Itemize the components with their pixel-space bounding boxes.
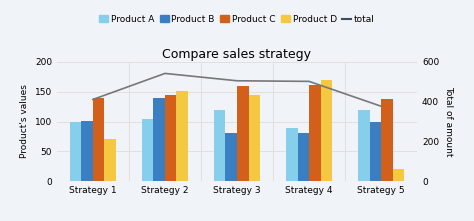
Bar [286, 128, 298, 181]
Bar [320, 80, 332, 181]
Bar [154, 98, 165, 181]
Bar [142, 118, 154, 181]
Bar [370, 122, 381, 181]
Bar [82, 121, 93, 181]
Bar [104, 139, 116, 181]
Bar [237, 86, 248, 181]
Bar [214, 110, 226, 181]
Bar [93, 98, 104, 181]
Bar [226, 133, 237, 181]
Bar [298, 133, 309, 181]
Y-axis label: Total of amount: Total of amount [444, 86, 453, 157]
Bar [358, 110, 370, 181]
Bar [165, 95, 176, 181]
Bar [176, 91, 188, 181]
Bar [392, 169, 404, 181]
Y-axis label: Product's values: Product's values [20, 85, 29, 158]
Bar [70, 122, 82, 181]
Bar [309, 85, 320, 181]
Bar [381, 99, 392, 181]
Legend: Product A, Product B, Product C, Product D, total: Product A, Product B, Product C, Product… [96, 11, 378, 27]
Bar [248, 95, 260, 181]
Title: Compare sales strategy: Compare sales strategy [163, 48, 311, 61]
